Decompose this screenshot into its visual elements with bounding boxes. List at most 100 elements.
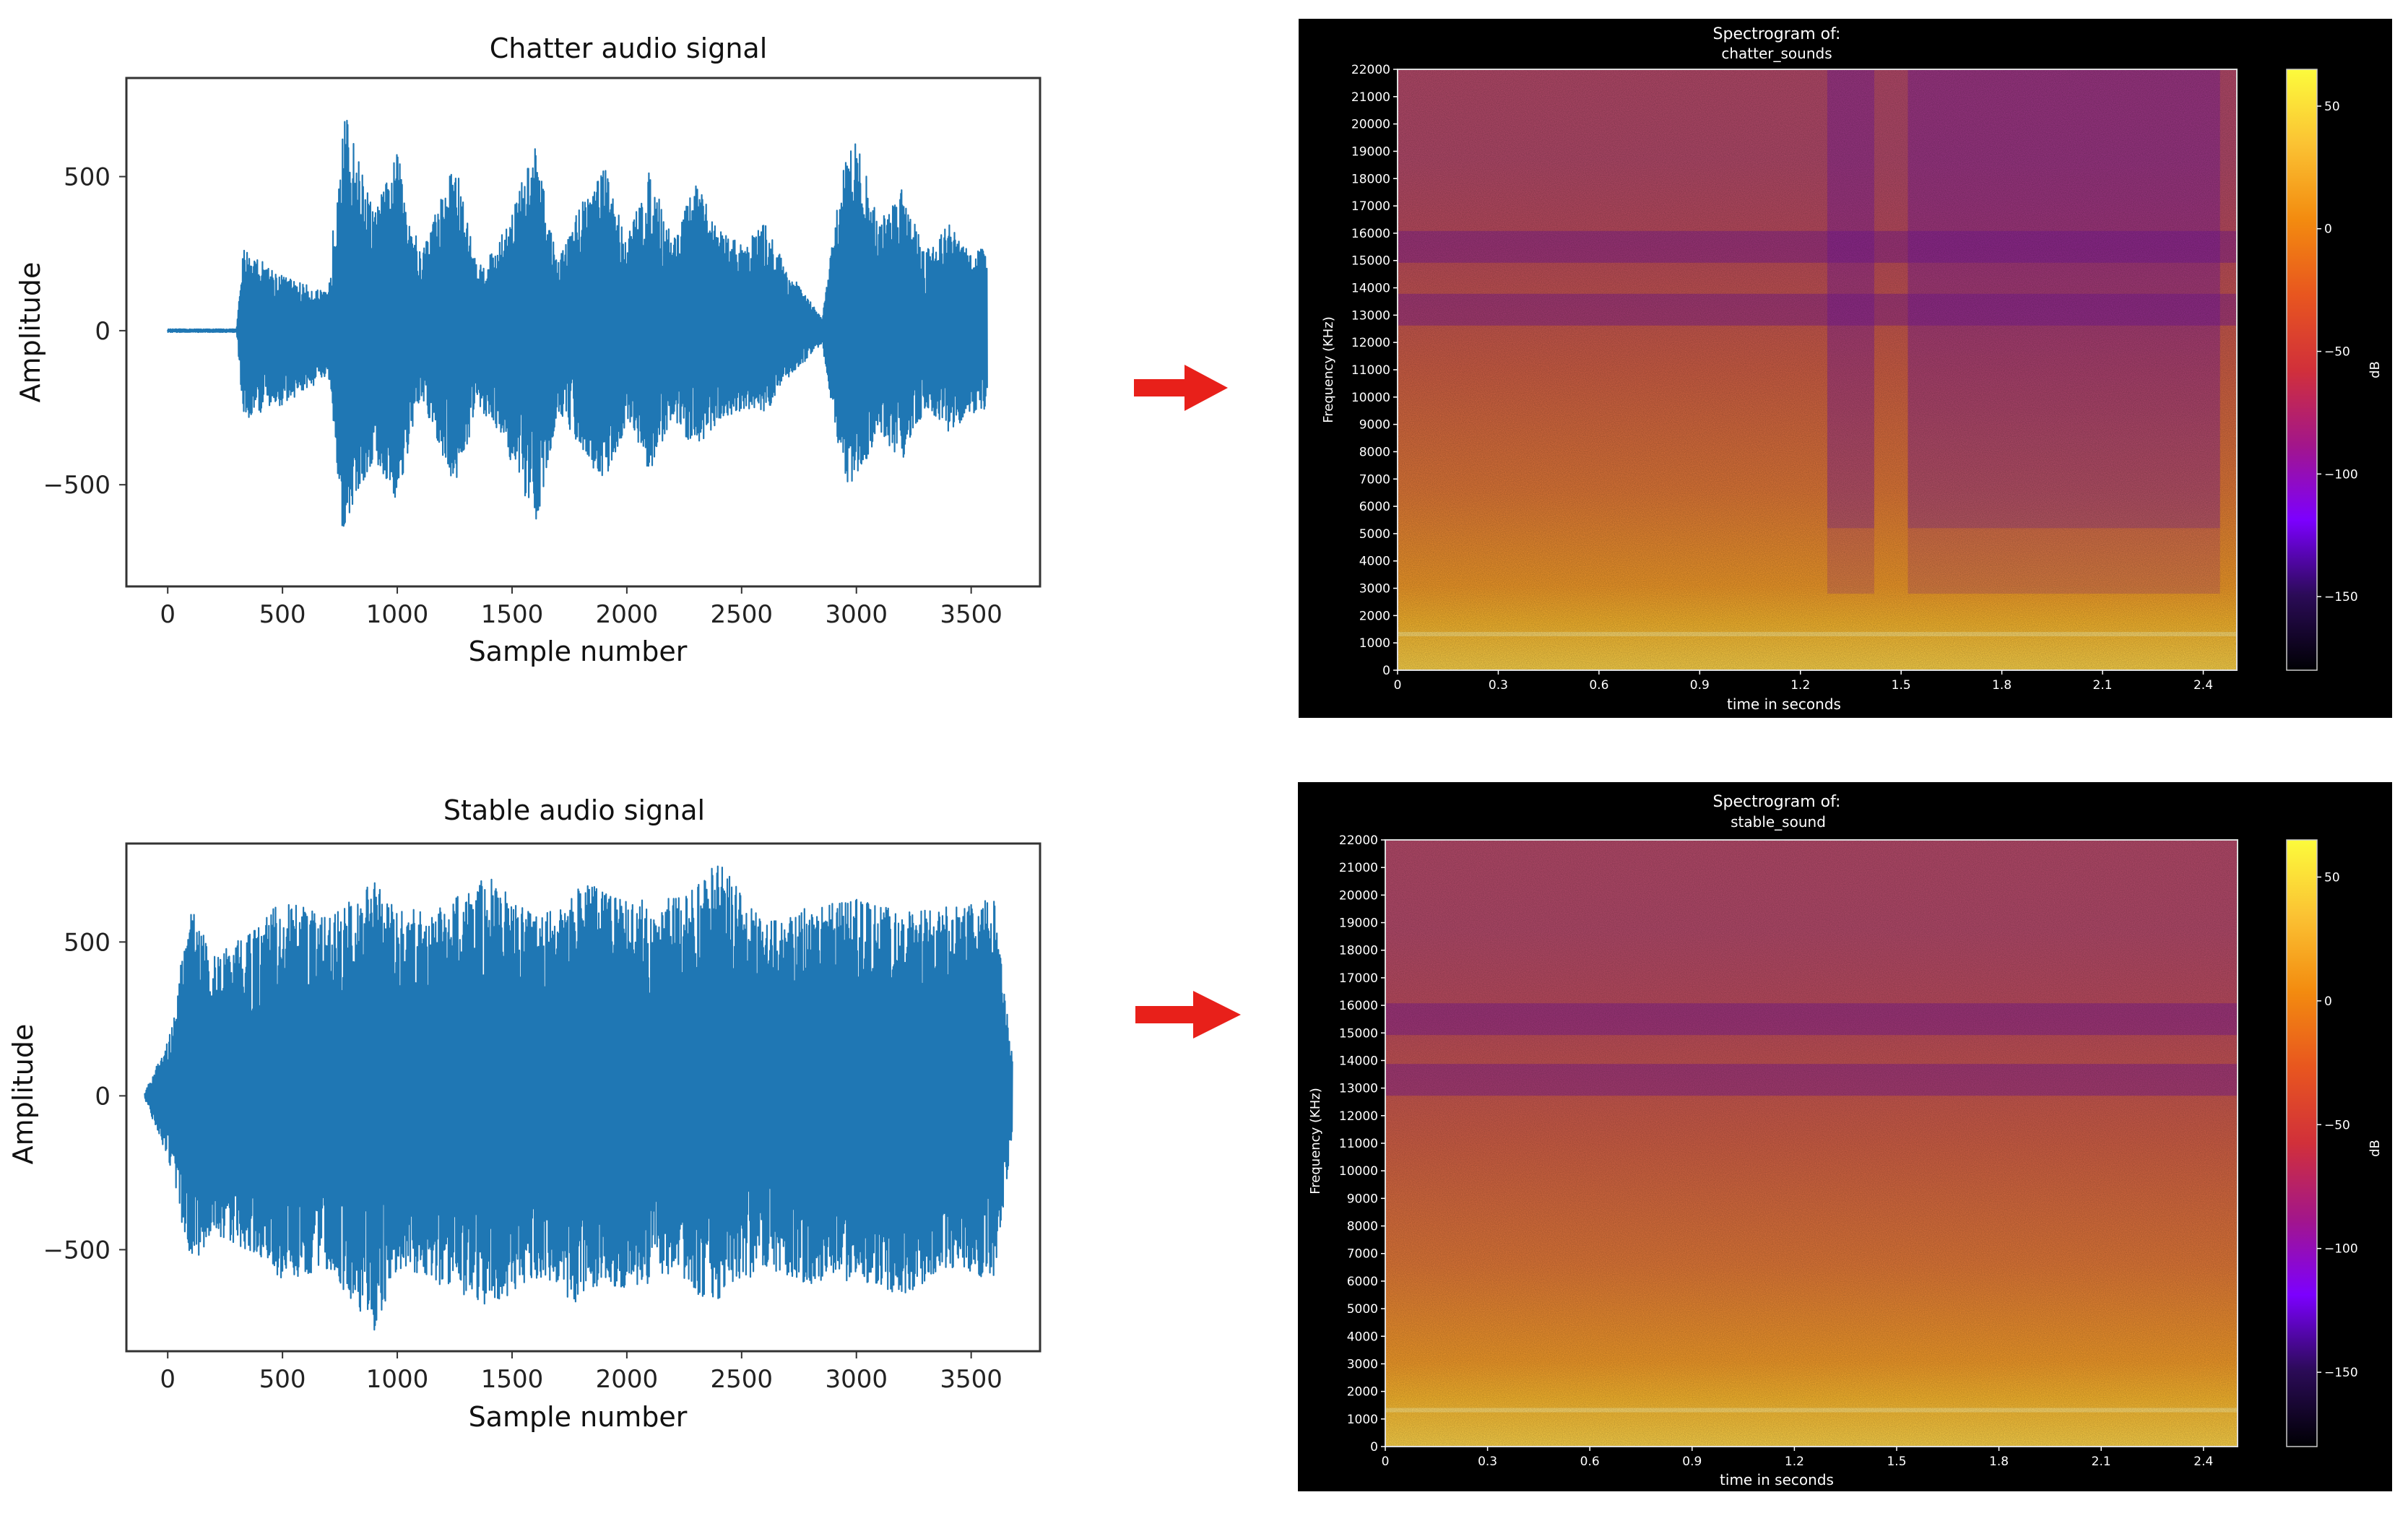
- colorbar-tick-label: −100: [2324, 467, 2358, 482]
- colorbar-tick-label: 50: [2324, 100, 2340, 114]
- y-axis-label: Frequency (KHz): [1321, 316, 1336, 423]
- y-tick-label: 13000: [1339, 1082, 1378, 1096]
- x-tick-label: 500: [259, 1365, 306, 1394]
- y-tick-label: 10000: [1351, 391, 1390, 405]
- y-axis-label: Frequency (KHz): [1308, 1088, 1323, 1195]
- chart-title: Stable audio signal: [443, 794, 705, 826]
- y-tick-label: 2000: [1359, 609, 1390, 623]
- y-tick-label: 22000: [1339, 833, 1378, 848]
- chart-title: Chatter audio signal: [490, 32, 768, 64]
- y-tick-label: 1000: [1347, 1413, 1378, 1427]
- axis-ticks: 0 0.3 0.6 0.9 1.2 1.5 1.8 2.1 2.4 0 1000 2000 3000 40…: [1339, 833, 2213, 1469]
- x-axis-label: time in seconds: [1727, 695, 1841, 713]
- y-tick-label: 19000: [1351, 144, 1390, 159]
- y-tick-label: 17000: [1351, 199, 1390, 214]
- waveform-series: [167, 119, 988, 527]
- y-tick-label: 14000: [1351, 282, 1390, 296]
- x-tick-label: 500: [259, 600, 306, 629]
- y-tick-label: 9000: [1359, 418, 1390, 433]
- y-tick-label: 3000: [1359, 582, 1390, 597]
- y-tick-label: 4000: [1359, 555, 1390, 569]
- colorbar-tick-label: −50: [2324, 1118, 2350, 1132]
- arrow-right-icon: [1135, 991, 1241, 1039]
- x-tick-label: 3500: [940, 1365, 1002, 1394]
- colorbar-tick-label: −100: [2324, 1242, 2358, 1257]
- y-tick-label: 16000: [1351, 227, 1390, 241]
- chatter-spectrogram-chart: Spectrogram of: chatter_sounds 0 0.3 0.6 0.…: [1299, 19, 2392, 718]
- x-tick-label: 2.1: [2092, 1455, 2111, 1469]
- colorbar-tick-label: −150: [2324, 1366, 2358, 1380]
- x-tick-label: 2500: [711, 600, 774, 629]
- x-tick-label: 3000: [825, 1365, 888, 1394]
- y-tick-label: 5000: [1347, 1302, 1378, 1317]
- chart-title-line-2: chatter_sounds: [1721, 45, 1832, 62]
- spectrogram-heatmap: [1398, 69, 2237, 670]
- x-tick-label: 2500: [711, 1365, 774, 1394]
- spectrogram-noise: [1398, 69, 2237, 670]
- x-tick-label: 0.3: [1478, 1455, 1497, 1469]
- waveform-series: [144, 865, 1013, 1331]
- y-tick-label: 0: [95, 317, 111, 346]
- y-tick-label: 500: [64, 928, 111, 957]
- colorbar-tick-label: 0: [2324, 222, 2332, 237]
- y-tick-label: −500: [43, 471, 111, 500]
- x-tick-label: 3000: [825, 600, 888, 629]
- axis-ticks: 0 500 1000 1500 2000 2500 3000 3500 −500 0 500: [43, 163, 1002, 629]
- x-tick-label: 2000: [596, 1365, 659, 1394]
- y-tick-label: 16000: [1339, 999, 1378, 1013]
- colorbar-gradient: [2286, 839, 2318, 1447]
- x-tick-label: 0.9: [1690, 678, 1710, 693]
- y-tick-label: 4000: [1347, 1330, 1378, 1344]
- x-tick-label: 2000: [596, 600, 659, 629]
- chart-title-line-1: Spectrogram of:: [1713, 25, 1841, 43]
- y-tick-label: 20000: [1351, 118, 1390, 132]
- x-tick-label: 1.8: [1989, 1455, 2009, 1469]
- y-tick-label: 10000: [1339, 1164, 1378, 1179]
- x-tick-label: 1.8: [1992, 678, 2011, 693]
- spectrogram-heatmap: [1385, 840, 2238, 1447]
- y-tick-label: 7000: [1359, 472, 1390, 487]
- waveform-line: [167, 119, 988, 527]
- y-tick-label: 6000: [1347, 1275, 1378, 1289]
- y-tick-label: 18000: [1339, 944, 1378, 958]
- x-tick-label: 0.6: [1580, 1455, 1600, 1469]
- colorbar-tick-label: −150: [2324, 590, 2358, 604]
- x-axis-label: Sample number: [469, 636, 688, 667]
- stable-spectrogram-chart: Spectrogram of: stable_sound 0 0.3 0.6 0.9 1…: [1298, 782, 2392, 1491]
- y-tick-label: −500: [43, 1236, 111, 1265]
- x-tick-label: 0.6: [1589, 678, 1608, 693]
- y-tick-label: 18000: [1351, 172, 1390, 186]
- y-tick-label: 22000: [1351, 63, 1390, 77]
- colorbar: 50 0 −50 −100 −150: [2286, 69, 2358, 671]
- y-tick-label: 7000: [1347, 1247, 1378, 1262]
- y-tick-label: 11000: [1351, 363, 1390, 378]
- x-tick-label: 1500: [481, 1365, 544, 1394]
- y-axis-label: Amplitude: [7, 1024, 39, 1165]
- x-tick-label: 0.9: [1682, 1455, 1702, 1469]
- x-tick-label: 0: [1382, 1455, 1390, 1469]
- arrow-right-icon: [1134, 365, 1228, 411]
- colorbar-label: dB: [2368, 361, 2383, 378]
- chart-title-line-2: stable_sound: [1731, 813, 1826, 831]
- y-tick-label: 8000: [1359, 445, 1390, 459]
- x-tick-label: 2.4: [2193, 1455, 2213, 1469]
- colorbar-gradient: [2286, 69, 2318, 671]
- y-tick-label: 3000: [1347, 1357, 1378, 1371]
- y-tick-label: 14000: [1339, 1054, 1378, 1068]
- y-tick-label: 2000: [1347, 1385, 1378, 1400]
- axis-ticks: 0 0.3 0.6 0.9 1.2 1.5 1.8 2.1 2.4 0 1000 2000 3000 40…: [1351, 63, 2213, 693]
- x-tick-label: 1000: [366, 600, 429, 629]
- y-tick-label: 12000: [1339, 1109, 1378, 1124]
- x-axis-label: time in seconds: [1720, 1471, 1834, 1488]
- chart-title-line-1: Spectrogram of:: [1713, 793, 1841, 811]
- y-tick-label: 17000: [1339, 971, 1378, 986]
- stable-waveform-chart: Stable audio signal 0 500 1000 1500 2000 2500…: [7, 794, 1041, 1433]
- y-tick-label: 13000: [1351, 308, 1390, 323]
- x-tick-label: 1.2: [1785, 1455, 1804, 1469]
- x-tick-label: 0.3: [1489, 678, 1508, 693]
- x-tick-label: 1.5: [1892, 678, 1911, 693]
- x-tick-label: 1.2: [1790, 678, 1810, 693]
- waveform-line: [144, 865, 1013, 1331]
- y-axis-label: Amplitude: [14, 262, 46, 403]
- colorbar-label: dB: [2368, 1140, 2383, 1157]
